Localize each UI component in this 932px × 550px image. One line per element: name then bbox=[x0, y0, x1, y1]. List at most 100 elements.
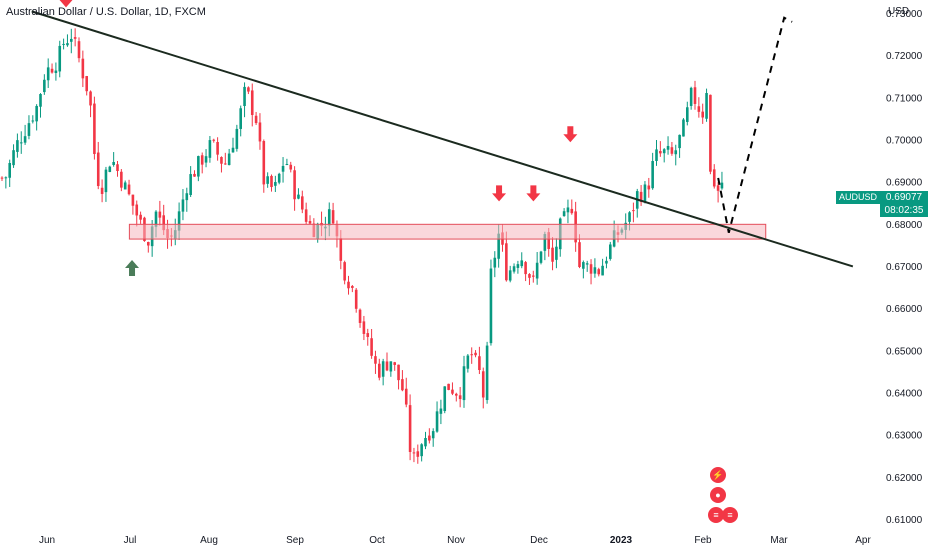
candle-body bbox=[693, 87, 697, 104]
candle-body bbox=[362, 321, 366, 334]
candle-body bbox=[185, 193, 189, 201]
candle bbox=[108, 165, 112, 173]
candle-body bbox=[412, 452, 416, 454]
candle bbox=[489, 259, 493, 346]
candle-body bbox=[77, 41, 81, 59]
candle-body bbox=[516, 264, 520, 268]
flag-icon[interactable]: ≡ bbox=[722, 507, 738, 523]
candle-body bbox=[701, 111, 704, 118]
candle-body bbox=[378, 363, 381, 378]
candle bbox=[493, 251, 497, 278]
candle-body bbox=[543, 234, 547, 251]
price-tag-symbol: AUDUSD bbox=[836, 191, 880, 204]
candle-body bbox=[181, 199, 185, 212]
candle-body bbox=[293, 170, 296, 200]
candle-body bbox=[139, 214, 142, 220]
price-tag-value: 0.69077 08:02:35 bbox=[880, 191, 928, 217]
candle-body bbox=[39, 94, 42, 107]
candle-body bbox=[116, 164, 119, 172]
candle bbox=[578, 234, 581, 269]
candle bbox=[89, 90, 92, 118]
candle-body bbox=[266, 176, 269, 184]
candle-body bbox=[647, 185, 651, 190]
candle bbox=[412, 447, 416, 463]
candle-body bbox=[0, 177, 4, 179]
down-arrow-icon bbox=[526, 185, 541, 202]
candle bbox=[455, 392, 458, 402]
y-tick-label: 0.66000 bbox=[886, 304, 923, 315]
candle-body bbox=[539, 251, 543, 263]
candle bbox=[231, 137, 235, 153]
candle-body bbox=[466, 355, 470, 369]
candle-body bbox=[593, 267, 597, 274]
candle bbox=[100, 179, 104, 203]
projection-path bbox=[717, 16, 793, 233]
candle-body bbox=[532, 275, 535, 277]
x-tick-label: Jun bbox=[39, 535, 55, 546]
candle bbox=[70, 28, 73, 54]
candle bbox=[185, 187, 189, 212]
candle bbox=[697, 97, 701, 118]
candle bbox=[193, 170, 196, 177]
candle bbox=[66, 34, 69, 47]
candle-body bbox=[235, 128, 239, 149]
candle bbox=[123, 180, 127, 190]
candle-body bbox=[562, 211, 566, 217]
price-tag: AUDUSD 0.69077 08:02:35 bbox=[836, 191, 932, 217]
y-tick-label: 0.65000 bbox=[886, 346, 923, 357]
candle bbox=[212, 138, 216, 143]
candle-body bbox=[589, 264, 593, 274]
trendline-layer bbox=[31, 10, 854, 268]
candle-body bbox=[451, 389, 454, 394]
globe-icon[interactable]: ● bbox=[710, 487, 726, 503]
candle bbox=[632, 202, 635, 223]
candle bbox=[85, 75, 88, 96]
candle-body bbox=[678, 134, 681, 149]
candle-body bbox=[478, 356, 481, 371]
candle-body bbox=[131, 194, 135, 206]
candle-body bbox=[458, 395, 462, 400]
candle bbox=[354, 288, 358, 313]
candle bbox=[235, 124, 239, 152]
candle-body bbox=[512, 266, 516, 272]
candle-body bbox=[89, 91, 92, 106]
candle-body bbox=[439, 408, 443, 414]
lightning-icon[interactable]: ⚡ bbox=[710, 467, 726, 483]
candle bbox=[647, 177, 651, 198]
candle bbox=[289, 161, 293, 173]
candle-body bbox=[250, 90, 254, 116]
candle-body bbox=[162, 215, 165, 231]
candle-body bbox=[358, 309, 362, 323]
candle bbox=[227, 148, 231, 166]
candle bbox=[709, 94, 712, 175]
candle-body bbox=[258, 122, 262, 142]
candle-body bbox=[177, 211, 181, 231]
y-tick-label: 0.64000 bbox=[886, 388, 923, 399]
candle bbox=[478, 346, 481, 375]
candle bbox=[639, 185, 643, 206]
candle bbox=[481, 367, 485, 409]
candle-body bbox=[123, 182, 127, 190]
candle-body bbox=[670, 147, 674, 154]
up-arrow-icon bbox=[125, 260, 140, 277]
flag-icon[interactable]: ≡ bbox=[708, 507, 724, 523]
candle bbox=[274, 175, 277, 193]
candle-body bbox=[408, 405, 412, 452]
candle-body bbox=[231, 147, 235, 153]
candle-body bbox=[85, 76, 88, 92]
candle-body bbox=[220, 157, 223, 164]
candle-body bbox=[481, 371, 485, 398]
candle bbox=[512, 263, 516, 274]
candle bbox=[378, 358, 381, 381]
candle-body bbox=[200, 155, 204, 165]
candle-body bbox=[19, 142, 23, 144]
candle bbox=[416, 444, 420, 464]
candle-body bbox=[262, 141, 266, 185]
x-tick-label: Dec bbox=[530, 535, 548, 546]
bar-countdown: 08:02:35 bbox=[884, 205, 924, 216]
candle bbox=[635, 188, 639, 218]
down-arrow-icon bbox=[59, 0, 73, 8]
candle bbox=[189, 166, 192, 197]
candle-body bbox=[135, 204, 139, 216]
